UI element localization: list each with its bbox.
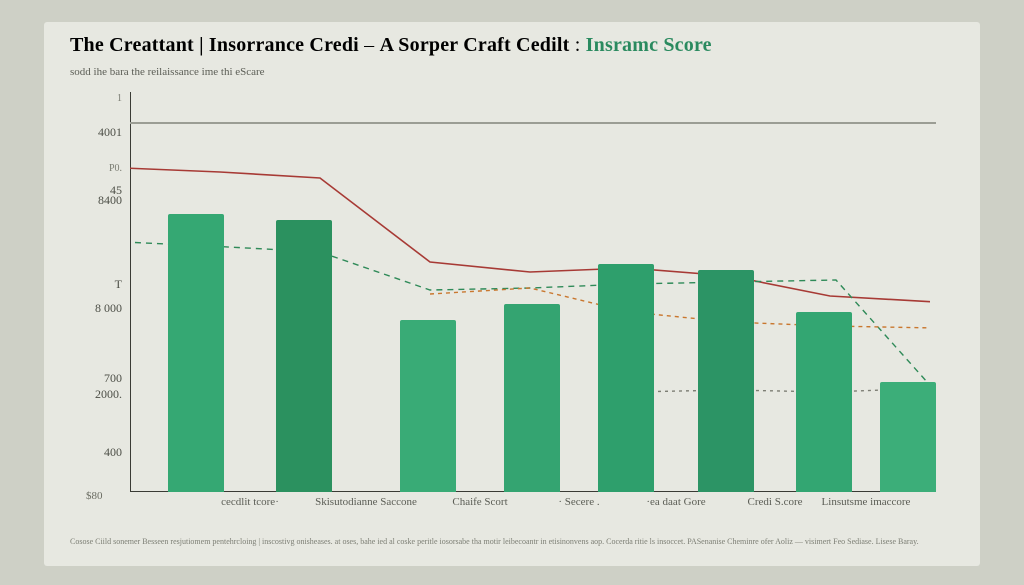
bar (796, 312, 852, 492)
chart-caption: Cosose Ciild sonemer Besseen resjutiomem… (70, 537, 954, 548)
bar (598, 264, 654, 492)
chart-title: The Creattant | Insorrance Credi – A Sor… (70, 34, 712, 57)
y-tick: 700 (78, 371, 122, 386)
title-suffix: Insramc Score (586, 34, 712, 56)
x-axis-label: Credi S.core (748, 496, 803, 508)
y-tick: 1 (78, 93, 122, 104)
chart-panel: The Creattant | Insorrance Credi – A Sor… (44, 22, 980, 566)
x-axis-label: · Secere . (558, 496, 599, 508)
title-part-a: The Creattant (70, 34, 199, 56)
y-tick: T (78, 277, 122, 292)
plot-area: $80 14001P0.458400T8 0007002000.400cecdl… (130, 92, 930, 492)
y-tick: P0. (78, 163, 122, 174)
x-origin-label: $80 (86, 490, 103, 502)
x-axis-label: Linsutsme imaccore (822, 496, 911, 508)
bar (168, 214, 224, 492)
bar (880, 382, 936, 492)
x-axis-label: ·ea daat Gore (646, 496, 705, 508)
y-tick: 8 000 (78, 301, 122, 316)
chart-subtitle: sodd ihe bara the reilaissance ime thi e… (70, 66, 265, 78)
bar (504, 304, 560, 492)
title-part-c: A Sorper Craft Cedilt (380, 34, 570, 56)
y-tick: 8400 (78, 193, 122, 208)
title-dash: – (364, 34, 379, 56)
bar (276, 220, 332, 492)
x-axis-label: cecdlit tcore· (221, 496, 279, 508)
title-sep: | (199, 34, 209, 56)
y-tick: 4001 (78, 125, 122, 140)
y-tick: 400 (78, 445, 122, 460)
bar (698, 270, 754, 492)
x-axis-label: Skisutodianne Saccone (315, 496, 417, 508)
title-part-b: Insorrance Credi (209, 34, 364, 56)
y-tick: 2000. (78, 387, 122, 402)
x-axis-label: Chaife Scort (452, 496, 507, 508)
trend-line (130, 168, 930, 302)
title-colon: : (575, 34, 586, 56)
bar (400, 320, 456, 492)
